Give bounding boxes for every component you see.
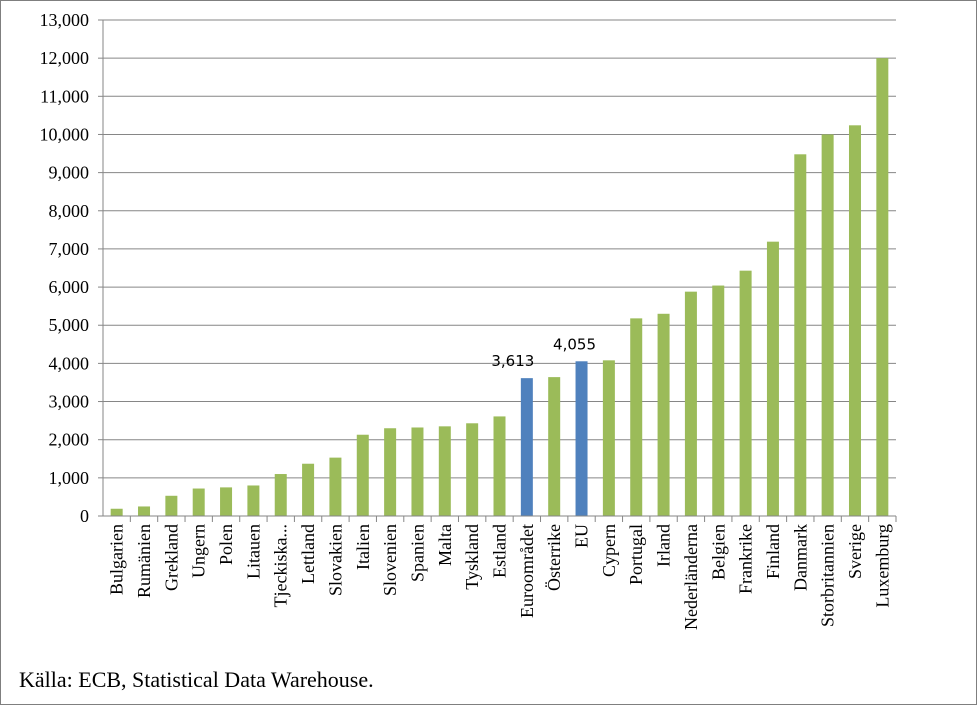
bar-22 <box>712 285 725 516</box>
bar-21 <box>684 291 697 516</box>
x-tick-label: Spanien <box>407 524 427 582</box>
bar-12 <box>438 426 451 516</box>
x-tick-label: Nederländerna <box>681 524 701 630</box>
y-tick-label: 3,000 <box>49 392 90 412</box>
y-tick-label: 8,000 <box>49 201 90 221</box>
x-tick-label: Slovakien <box>325 524 345 596</box>
bar-19 <box>630 318 643 516</box>
x-tick-label: Luxemburg <box>872 524 892 608</box>
x-tick-label: Österrike <box>544 524 564 591</box>
bar-18 <box>602 360 615 516</box>
y-tick-label: 10,000 <box>40 124 90 144</box>
y-tick-label: 12,000 <box>40 48 90 68</box>
bar-0 <box>110 508 123 516</box>
x-tick-label: Bulgarien <box>107 524 127 595</box>
bar-28 <box>876 58 889 517</box>
bar-9 <box>356 434 369 516</box>
x-tick-label: Italien <box>353 524 373 570</box>
bar-27 <box>848 125 861 516</box>
bar-4 <box>220 487 233 516</box>
x-tick-label: Lettland <box>298 524 318 584</box>
x-tick-label: Rumänien <box>134 524 154 598</box>
y-tick-label: 5,000 <box>49 315 90 335</box>
bar-2 <box>165 495 178 516</box>
bar-16 <box>548 377 561 516</box>
bar-11 <box>411 427 424 516</box>
bar-17 <box>575 361 588 516</box>
bar-25 <box>794 154 807 516</box>
y-tick-label: 13,000 <box>40 10 90 30</box>
x-tick-label: Danmark <box>790 524 810 591</box>
x-tick-label: EU <box>572 524 592 548</box>
bar-1 <box>138 506 151 516</box>
x-tick-label: Finland <box>763 524 783 579</box>
bar-23 <box>739 270 752 516</box>
bar-8 <box>329 457 342 516</box>
x-tick-label: Frankrike <box>736 524 756 594</box>
data-label: 4,055 <box>553 335 596 353</box>
bar-24 <box>766 241 779 517</box>
bar-14 <box>493 416 506 516</box>
bar-10 <box>384 428 397 516</box>
bar-20 <box>657 313 670 516</box>
x-tick-label: Tjeckiska... <box>271 524 291 607</box>
x-tick-label: Sverige <box>845 524 865 579</box>
bar-15 <box>520 378 533 516</box>
x-tick-label: Cypern <box>599 524 619 577</box>
x-tick-label: Grekland <box>161 524 181 591</box>
bar-13 <box>466 423 479 516</box>
x-tick-label: Storbritannien <box>818 524 838 627</box>
bar-6 <box>274 474 287 516</box>
x-tick-label: Polen <box>216 524 236 565</box>
bar-5 <box>247 485 260 516</box>
x-tick-label: Ungern <box>189 524 209 578</box>
y-tick-label: 6,000 <box>49 277 90 297</box>
bar-3 <box>192 488 205 516</box>
x-tick-label: Estland <box>490 524 510 578</box>
x-tick-label: Malta <box>435 524 455 566</box>
y-tick-label: 2,000 <box>49 430 90 450</box>
y-tick-label: 0 <box>80 506 89 526</box>
source-note: Källa: ECB, Statistical Data Warehouse. <box>19 667 374 692</box>
x-tick-label: Tyskland <box>462 524 482 590</box>
x-tick-label: Litauen <box>243 524 263 579</box>
bar-26 <box>821 134 834 516</box>
x-tick-label: Euroområdet <box>517 524 537 618</box>
y-tick-label: 9,000 <box>49 163 90 183</box>
data-label: 3,613 <box>491 352 534 370</box>
x-tick-label: Portugal <box>626 524 646 585</box>
x-tick-label: Belgien <box>708 524 728 580</box>
y-tick-label: 11,000 <box>40 86 89 106</box>
bar-7 <box>302 463 315 516</box>
x-tick-label: Slovenien <box>380 524 400 596</box>
y-tick-label: 1,000 <box>49 468 90 488</box>
y-tick-label: 4,000 <box>49 353 90 373</box>
y-tick-label: 7,000 <box>49 239 90 259</box>
x-tick-label: Irland <box>654 524 674 567</box>
